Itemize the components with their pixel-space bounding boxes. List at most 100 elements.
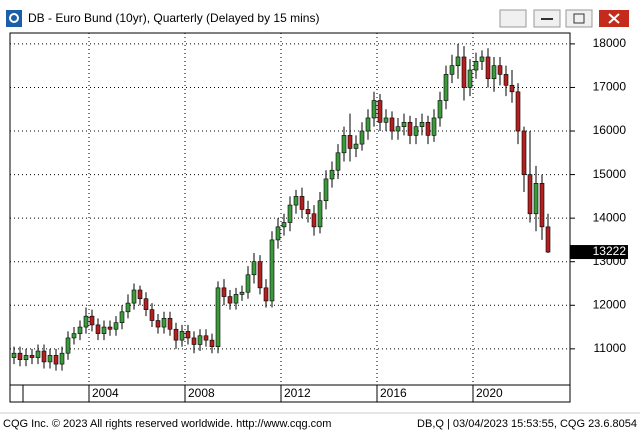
candle-body — [251, 261, 257, 276]
candle-body — [89, 315, 95, 326]
candle-body — [455, 56, 461, 66]
candle-body — [305, 209, 311, 215]
candle-body — [311, 213, 317, 228]
candle-body — [449, 65, 455, 75]
maximize-button[interactable] — [565, 9, 593, 28]
candle-body — [353, 143, 359, 149]
candle-body — [233, 294, 239, 304]
candle-body — [161, 318, 167, 328]
candle-body — [113, 322, 119, 330]
candle-body — [485, 56, 491, 80]
candle-body — [371, 100, 377, 119]
pin-button[interactable] — [499, 9, 527, 28]
y-tick-label: 14000 — [593, 210, 627, 224]
footer-right: DB,Q | 03/04/2023 15:53:55, CQG 23.6.805… — [417, 418, 637, 430]
candle-body — [317, 200, 323, 228]
app-icon — [6, 10, 22, 27]
last-price-label: 13222 — [593, 244, 627, 258]
candle-body — [263, 287, 269, 302]
candle-body — [443, 74, 449, 101]
candle-body — [173, 328, 179, 341]
candle-body — [473, 61, 479, 71]
candle-body — [59, 352, 65, 365]
footer-left: CQG Inc. © 2023 All rights reserved worl… — [3, 418, 331, 430]
y-tick-label: 17000 — [593, 80, 627, 94]
x-tick-label: 2016 — [380, 386, 407, 400]
candle-body — [497, 65, 503, 75]
candle-body — [515, 91, 521, 132]
candle-body — [203, 335, 209, 341]
y-tick-label: 15000 — [593, 167, 627, 181]
y-tick-label: 12000 — [593, 297, 627, 311]
candle-body — [509, 84, 515, 93]
candle-body — [527, 174, 533, 215]
candle-body — [107, 326, 113, 330]
candle-body — [29, 355, 35, 358]
candle-body — [209, 339, 215, 347]
candle-body — [419, 122, 425, 127]
candle-body — [323, 178, 329, 202]
candle-body — [185, 331, 191, 339]
y-tick-label: 18000 — [593, 36, 627, 50]
candle-body — [389, 117, 395, 132]
candle-body — [155, 320, 161, 328]
candle-body — [377, 100, 383, 123]
candle-body — [479, 56, 485, 62]
candle-body — [359, 130, 365, 145]
candle-body — [23, 355, 29, 361]
x-tick-label: 2012 — [284, 386, 311, 400]
candle-body — [125, 302, 131, 313]
candle-body — [269, 239, 275, 302]
candle-body — [299, 196, 305, 210]
candle-body — [227, 296, 233, 304]
candle-body — [329, 169, 335, 180]
candle-body — [503, 74, 509, 86]
scroll-box[interactable] — [9, 384, 24, 403]
candle-body — [257, 261, 263, 289]
candle-body — [395, 126, 401, 132]
candle-body — [65, 337, 71, 354]
candle-body — [383, 117, 389, 123]
candle-body — [41, 350, 47, 363]
chart: 1100012000130001400015000160001700018000… — [10, 33, 628, 402]
candle-body — [215, 287, 221, 347]
candle-body — [167, 318, 173, 330]
candle-body — [197, 335, 203, 345]
candle-body — [467, 69, 473, 88]
candle-body — [143, 298, 149, 310]
candle-body — [35, 350, 41, 358]
candle-body — [281, 222, 287, 228]
candle-body — [95, 324, 101, 334]
candle-body — [221, 287, 227, 297]
y-tick-label: 16000 — [593, 123, 627, 137]
candle-body — [239, 291, 245, 295]
candle-body — [461, 56, 467, 88]
x-tick-label: 2004 — [92, 386, 119, 400]
candle-body — [287, 204, 293, 223]
candle-body — [245, 274, 251, 293]
candle-body — [491, 65, 497, 80]
candle-body — [71, 333, 77, 339]
candle-body — [545, 226, 551, 253]
candle-body — [413, 126, 419, 136]
candle-body — [365, 117, 371, 132]
candle-body — [17, 352, 23, 361]
candle-body — [131, 289, 137, 304]
y-tick-label: 11000 — [594, 341, 627, 355]
candle-body — [149, 309, 155, 321]
candle-body — [191, 337, 197, 345]
candle-body — [293, 196, 299, 206]
candle-body — [53, 355, 59, 365]
x-tick-label: 2008 — [188, 386, 215, 400]
candle-body — [77, 326, 83, 334]
close-glyph — [608, 13, 620, 24]
candle-body — [347, 135, 353, 149]
x-tick-label: 2020 — [476, 386, 503, 400]
candle-body — [101, 326, 107, 334]
candle-body — [137, 289, 143, 300]
candle-body — [83, 315, 89, 328]
candle-body — [275, 226, 281, 241]
maximize-glyph — [573, 13, 585, 24]
